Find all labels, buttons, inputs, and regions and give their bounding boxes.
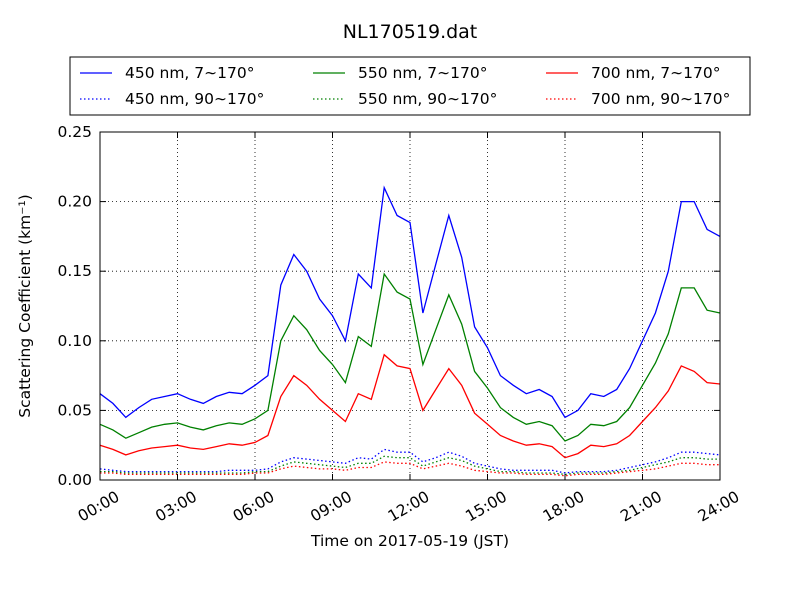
x-tick-label: 06:00 (230, 488, 278, 526)
x-tick-label: 15:00 (462, 488, 510, 526)
series-line-1 (99, 185, 721, 419)
series-line-5 (99, 353, 721, 459)
legend-label-4: 550 nm, 90∼170° (358, 90, 497, 108)
legend-box (69, 56, 751, 116)
x-tick-label: 21:00 (617, 488, 665, 526)
x-tick-label: 18:00 (540, 488, 588, 526)
legend-label-2: 450 nm, 90∼170° (125, 90, 264, 108)
legend: 450 nm, 7∼170° 450 nm, 90∼170° 550 nm, 7∼1… (69, 56, 751, 116)
plot-series (99, 185, 721, 477)
series-line-6 (100, 461, 720, 477)
x-tick-label: 09:00 (307, 488, 355, 526)
legend-label-5: 700 nm, 7∼170° (591, 64, 720, 82)
grid (100, 132, 720, 480)
x-tick-label: 24:00 (695, 488, 743, 526)
y-tick-label: 0.10 (57, 332, 92, 350)
y-tick-label: 0.20 (57, 193, 92, 211)
legend-label-6: 700 nm, 90∼170° (591, 90, 730, 108)
y-axis-label: Scattering Coefficient (km⁻¹) (16, 194, 34, 417)
x-tick-label: 12:00 (385, 488, 433, 526)
y-tick-label: 0.15 (57, 262, 92, 280)
series-line-2 (99, 448, 721, 474)
legend-label-3: 550 nm, 7∼170° (358, 64, 487, 82)
series-line-3 (99, 272, 721, 442)
x-axis-label: Time on 2017-05-19 (JST) (310, 532, 509, 550)
y-tick-label: 0.00 (57, 471, 92, 489)
legend-label-1: 450 nm, 7∼170° (125, 64, 254, 82)
chart-title: NL170519.dat (343, 21, 478, 43)
y-tick-label: 0.05 (57, 401, 92, 419)
y-tick-label: 0.25 (57, 123, 92, 141)
x-tick-label: 03:00 (152, 488, 200, 526)
x-tick-label: 00:00 (75, 488, 123, 526)
